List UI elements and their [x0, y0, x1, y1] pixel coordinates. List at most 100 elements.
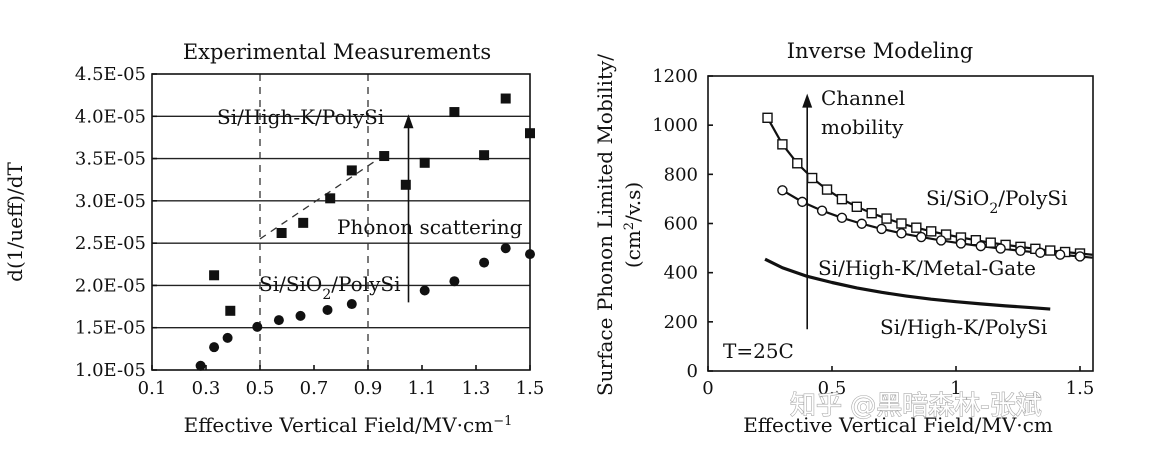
left-sio2-point: [500, 243, 511, 254]
right-series-lines: [764, 117, 1093, 311]
watermark: 知乎 @黑暗森林-张斌: [790, 391, 1042, 421]
left-chart: Experimental Measurements 0.1 0.3 0.5 0.7 0.…: [3, 40, 544, 437]
right-sio2-marker: [911, 222, 922, 233]
left-sio2-point: [195, 360, 206, 371]
right-x-tick-label: 1: [950, 378, 961, 399]
right-metal-gate-marker: [916, 231, 927, 243]
left-label-sio2-polysi: Si/SiO2/PolySi: [259, 272, 400, 303]
right-y-tick-label: 800: [664, 164, 698, 185]
right-metal-gate-marker: [816, 205, 828, 216]
right-sio2-marker: [881, 213, 892, 224]
right-metal-gate-marker: [1074, 251, 1086, 262]
left-x-axis-label: Effective Vertical Field/MV·cm−1: [184, 413, 513, 437]
left-y-axis-label: d(1/ueff)/dT: [3, 162, 27, 282]
right-sio2-marker: [762, 112, 773, 123]
left-sio2-point: [295, 310, 306, 321]
right-metal-gate-marker: [836, 212, 848, 224]
left-y-tick-label: 1.0E-05: [75, 360, 146, 381]
left-sio2-point: [346, 299, 357, 310]
left-high-k-point: [479, 150, 490, 161]
left-x-tick-label: 0.7: [300, 378, 329, 399]
right-metal-gate-marker: [1035, 247, 1046, 258]
left-high-k-point: [225, 305, 236, 316]
right-metal-gate-marker: [876, 223, 887, 235]
left-label-high-k-polysi: Si/High-K/PolySi: [217, 105, 384, 129]
left-high-k-point: [325, 193, 336, 204]
right-metal-gate-marker: [896, 228, 907, 239]
left-gridlines: [152, 115, 530, 329]
left-sio2-point: [322, 304, 333, 315]
left-sio2-point: [252, 321, 263, 332]
right-sio2-marker: [866, 207, 877, 219]
right-label-metal-gate: Si/High-K/Metal-Gate: [818, 256, 1036, 280]
left-y-tick-label: 1.5E-05: [75, 318, 146, 339]
left-sio2-polysi-points: [195, 243, 535, 371]
left-y-ticks: 1.0E-05 1.5E-05 2.0E-05 2.5E-05 3.0E-05 3.5E-…: [75, 64, 157, 381]
left-y-tick-label: 2.5E-05: [75, 233, 146, 254]
left-x-tick-label: 0.5: [246, 378, 275, 399]
left-x-tick-label: 1.1: [408, 378, 437, 399]
right-y-tick-label: 1200: [652, 66, 698, 87]
right-chart-title: Inverse Modeling: [787, 39, 973, 63]
right-y-tick-label: 1000: [652, 115, 698, 136]
right-label-sio2-polysi: Si/SiO2/PolySi: [926, 186, 1067, 217]
left-sio2-point: [525, 249, 535, 260]
right-sio2-marker: [851, 201, 862, 212]
left-high-k-point: [525, 128, 535, 139]
left-dashed-trend-line: [259, 158, 380, 240]
right-label-channel: Channel: [821, 86, 905, 110]
right-x-tick-label: 0: [702, 378, 713, 399]
right-sio2-marker: [985, 237, 996, 248]
right-x-tick-label: 1.5: [1066, 378, 1095, 399]
left-sio2-point: [273, 315, 284, 326]
left-sio2-point: [479, 257, 490, 268]
left-arrow-head: [403, 114, 414, 129]
left-sio2-point: [222, 332, 233, 343]
right-y-axis-label-line1: Surface Phonon Limited Mobility/: [593, 54, 617, 396]
right-sio2-marker: [777, 139, 788, 150]
right-y-tick-label: 200: [664, 312, 698, 333]
right-y-tick-label: 0: [687, 361, 698, 382]
left-sio2-point: [449, 276, 460, 287]
left-x-tick-label: 1.5: [516, 378, 545, 399]
right-chart: Inverse Modeling 0 0.5 1 1.5 0 200 400 600 800 1…: [593, 39, 1094, 437]
right-metal-gate-marker: [975, 240, 986, 252]
left-dashed-verticals: [259, 74, 369, 370]
left-high-k-polysi-points: [209, 93, 535, 316]
left-x-tick-label: 0.9: [354, 378, 383, 399]
left-y-tick-label: 3.0E-05: [75, 191, 146, 212]
right-sio2-marker: [896, 218, 907, 229]
right-y-tick-label: 600: [664, 214, 698, 235]
right-series-markers: [762, 112, 1086, 262]
right-metal-gate-marker: [856, 218, 867, 229]
right-sio2-marker: [792, 158, 803, 169]
right-sio2-marker: [1045, 245, 1056, 256]
left-x-tick-label: 0.3: [192, 378, 221, 399]
left-x-tick-label: 1.3: [462, 378, 491, 399]
left-upward-arrow: [403, 114, 414, 303]
right-label-mobility: mobility: [821, 115, 904, 139]
left-high-k-point: [419, 157, 430, 168]
right-metal-gate-marker: [797, 196, 808, 208]
left-x-ticks: 0.1 0.3 0.5 0.7 0.9 1.1 1.3 1.5: [138, 365, 545, 399]
left-label-phonon-scattering: Phonon scattering: [337, 215, 523, 239]
left-y-tick-label: 4.0E-05: [75, 106, 146, 127]
right-arrow-head: [802, 93, 813, 108]
left-y-tick-label: 4.5E-05: [75, 64, 146, 85]
left-high-k-point: [500, 93, 511, 104]
right-metal-gate-marker: [995, 243, 1006, 254]
right-metal-gate-marker: [777, 185, 788, 196]
left-plot-frame: [151, 73, 531, 371]
left-high-k-point: [449, 107, 460, 118]
right-y-ticks: 0 200 400 600 800 1000 1200: [652, 66, 713, 382]
right-metal-gate-marker: [935, 235, 947, 246]
left-high-k-point: [209, 270, 220, 281]
right-sio2-marker: [926, 226, 937, 237]
right-label-temperature: T=25C: [723, 339, 794, 363]
left-high-k-point: [298, 217, 309, 228]
right-y-tick-label: 400: [664, 263, 698, 284]
right-metal-gate-marker: [1054, 249, 1066, 260]
left-sio2-point: [209, 342, 220, 353]
left-high-k-point: [346, 165, 357, 176]
